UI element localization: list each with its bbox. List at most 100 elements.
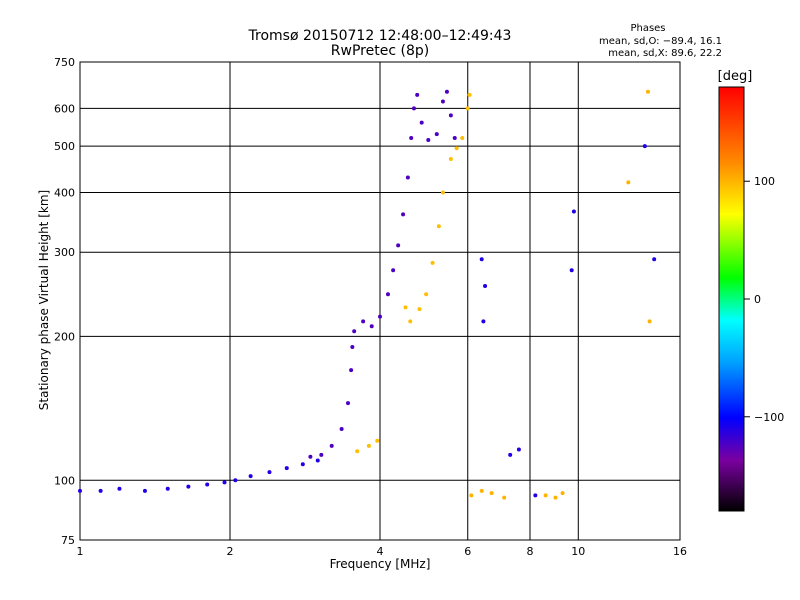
data-point bbox=[248, 474, 253, 479]
data-point bbox=[571, 209, 576, 214]
data-point bbox=[483, 283, 488, 288]
data-point bbox=[329, 443, 334, 448]
data-point bbox=[426, 138, 431, 143]
data-point bbox=[481, 319, 486, 324]
y-axis-label: Stationary phase Virtual Height [km] bbox=[37, 190, 51, 410]
x-tick-label: 16 bbox=[673, 545, 687, 558]
data-point bbox=[409, 136, 414, 141]
chart-title: Tromsø 20150712 12:48:00–12:49:43 bbox=[248, 28, 512, 44]
data-point bbox=[479, 257, 484, 262]
data-point bbox=[401, 212, 406, 217]
data-point bbox=[516, 447, 521, 452]
data-point bbox=[308, 454, 313, 459]
data-point bbox=[142, 488, 147, 493]
x-tick-labels: 1 2 4 6 8 10 16 bbox=[77, 545, 688, 558]
x-tick-label: 6 bbox=[464, 545, 471, 558]
y-tick-label: 400 bbox=[54, 186, 75, 199]
data-point bbox=[645, 89, 650, 94]
data-points bbox=[78, 89, 657, 500]
data-point bbox=[369, 324, 374, 329]
colorbar-tick-label: 0 bbox=[754, 293, 761, 306]
data-point bbox=[560, 491, 565, 496]
x-tick-label: 1 bbox=[77, 545, 84, 558]
data-point bbox=[267, 470, 272, 475]
y-tick-label: 750 bbox=[54, 56, 75, 69]
y-tick-label: 300 bbox=[54, 246, 75, 259]
data-point bbox=[396, 243, 401, 248]
data-point bbox=[366, 443, 371, 448]
data-point bbox=[489, 491, 494, 496]
data-point bbox=[479, 488, 484, 493]
data-point bbox=[349, 368, 354, 373]
data-point bbox=[375, 438, 380, 443]
data-point bbox=[652, 257, 657, 262]
data-point bbox=[415, 92, 420, 97]
data-point bbox=[352, 329, 357, 334]
data-point bbox=[78, 488, 82, 493]
grid-lines bbox=[80, 62, 680, 540]
data-point bbox=[391, 268, 396, 273]
data-point bbox=[460, 136, 465, 141]
data-point bbox=[424, 292, 429, 297]
data-point bbox=[339, 427, 344, 432]
data-point bbox=[508, 452, 513, 457]
data-point bbox=[186, 484, 191, 489]
data-point bbox=[647, 319, 652, 324]
data-point bbox=[469, 493, 474, 498]
y-tick-label: 600 bbox=[54, 102, 75, 115]
data-point bbox=[436, 224, 441, 229]
data-point bbox=[553, 495, 558, 500]
data-point bbox=[465, 106, 470, 111]
data-point bbox=[543, 493, 548, 498]
data-point bbox=[205, 482, 210, 487]
data-point bbox=[626, 180, 631, 185]
x-tick-label: 8 bbox=[527, 545, 534, 558]
phase-box-heading: Phases bbox=[630, 23, 665, 34]
phase-box-line-x: mean, sd,X: 89.6, 22.2 bbox=[608, 48, 722, 59]
x-tick-label: 4 bbox=[377, 545, 384, 558]
data-point bbox=[355, 449, 360, 454]
x-tick-label: 10 bbox=[571, 545, 585, 558]
colorbar-tick-label: −100 bbox=[754, 411, 784, 424]
data-point bbox=[440, 99, 445, 104]
data-point bbox=[378, 314, 382, 319]
data-point bbox=[411, 106, 416, 111]
data-point bbox=[233, 478, 238, 483]
data-point bbox=[533, 493, 538, 498]
colorbar-label: [deg] bbox=[718, 69, 753, 84]
data-point bbox=[300, 462, 305, 467]
data-point bbox=[419, 120, 424, 125]
colorbar bbox=[718, 86, 745, 512]
data-point bbox=[403, 305, 408, 310]
data-point bbox=[417, 307, 422, 312]
chart-subtitle: RwPretec (8p) bbox=[331, 43, 429, 59]
y-tick-label: 100 bbox=[54, 474, 75, 487]
x-tick-label: 2 bbox=[227, 545, 234, 558]
colorbar-ticks: 100 0 −100 bbox=[744, 175, 784, 424]
data-point bbox=[315, 458, 320, 463]
phase-box-line-o: mean, sd,O: −89.4, 16.1 bbox=[599, 36, 722, 47]
y-tick-labels: 75 100 200 300 400 500 600 750 bbox=[54, 56, 75, 547]
data-point bbox=[385, 292, 390, 297]
data-point bbox=[117, 486, 122, 491]
data-point bbox=[222, 480, 227, 485]
y-tick-label: 500 bbox=[54, 140, 75, 153]
data-point bbox=[408, 319, 413, 324]
data-point bbox=[405, 175, 410, 180]
data-point bbox=[434, 132, 439, 137]
data-point bbox=[361, 319, 366, 324]
data-point bbox=[98, 488, 103, 493]
data-point bbox=[448, 113, 453, 118]
data-point bbox=[467, 92, 472, 97]
data-point bbox=[345, 401, 350, 406]
data-point bbox=[502, 495, 507, 500]
x-axis-label: Frequency [MHz] bbox=[330, 557, 431, 571]
data-point bbox=[569, 268, 574, 273]
data-point bbox=[350, 345, 355, 350]
colorbar-tick-label: 100 bbox=[754, 175, 775, 188]
data-point bbox=[642, 144, 647, 149]
data-point bbox=[319, 452, 324, 457]
data-point bbox=[165, 486, 170, 491]
data-point bbox=[284, 466, 289, 471]
